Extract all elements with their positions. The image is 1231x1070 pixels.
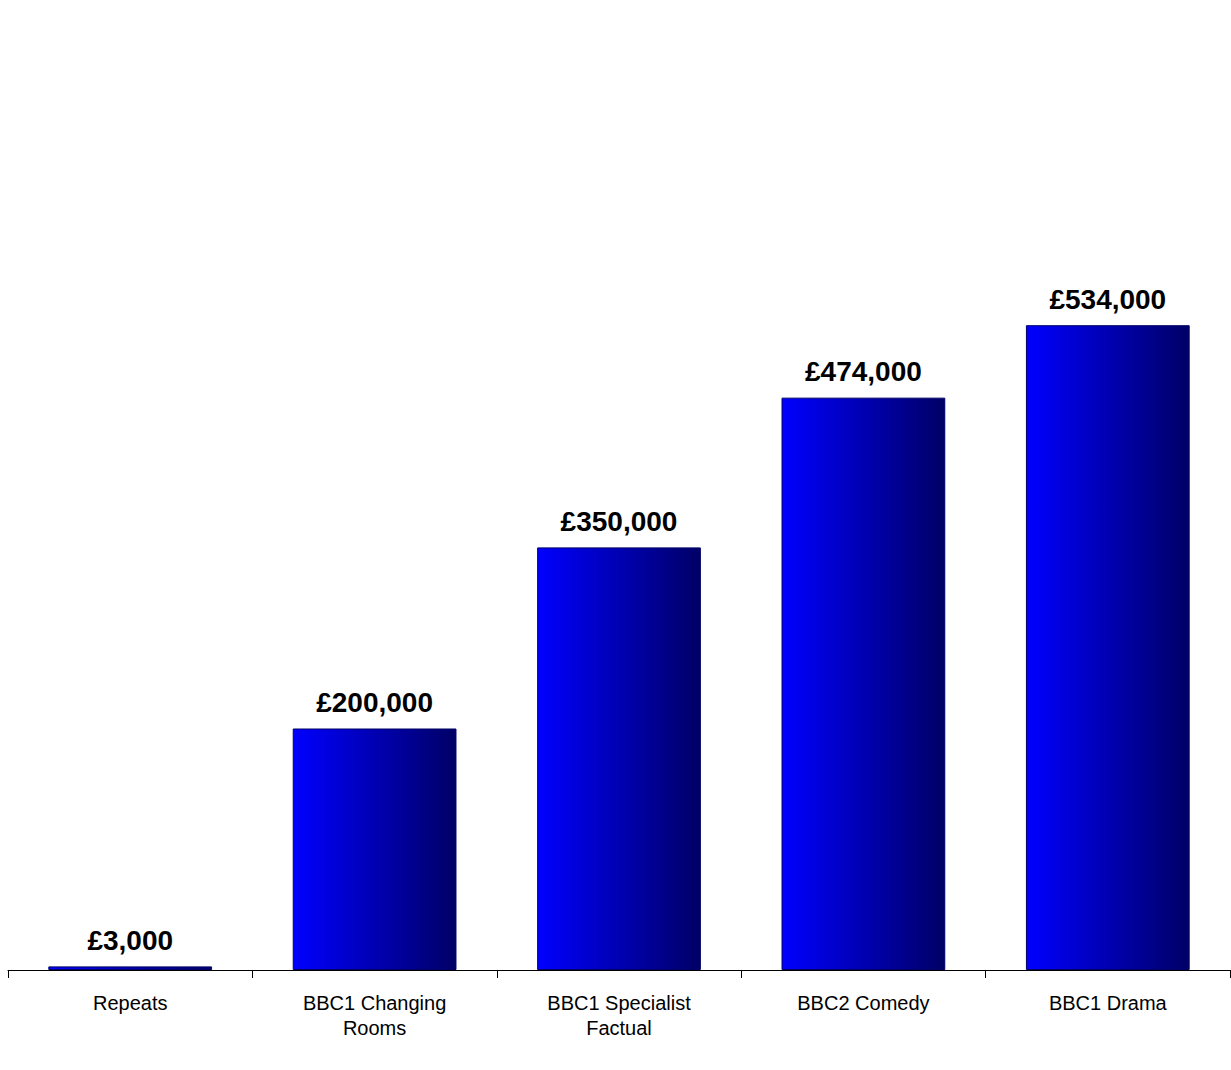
svg-text:BBC1 Changing: BBC1 Changing — [303, 992, 446, 1014]
svg-text:£350,000: £350,000 — [561, 506, 678, 537]
svg-text:£3,000: £3,000 — [87, 925, 173, 956]
svg-text:£534,000: £534,000 — [1049, 284, 1166, 315]
svg-text:Repeats: Repeats — [93, 992, 168, 1014]
svg-text:£474,000: £474,000 — [805, 356, 922, 387]
svg-text:Factual: Factual — [586, 1017, 652, 1039]
svg-text:BBC1 Specialist: BBC1 Specialist — [547, 992, 691, 1014]
svg-text:Rooms: Rooms — [343, 1017, 406, 1039]
svg-text:£200,000: £200,000 — [316, 687, 433, 718]
svg-text:BBC1 Drama: BBC1 Drama — [1049, 992, 1168, 1014]
svg-text:BBC2 Comedy: BBC2 Comedy — [797, 992, 929, 1014]
